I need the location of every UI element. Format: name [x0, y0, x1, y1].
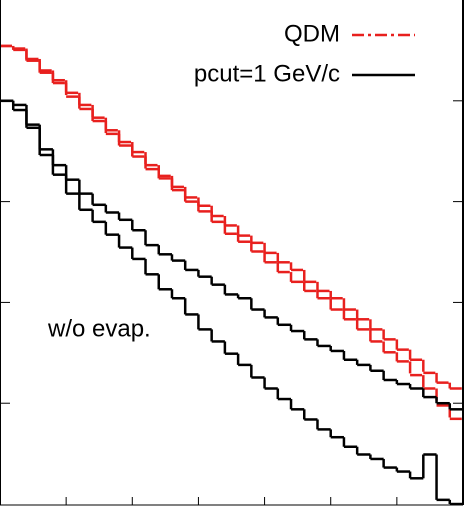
- annotation: w/o evap.: [47, 315, 151, 342]
- legend-label: QDM: [284, 20, 340, 47]
- legend-label: pcut=1 GeV/c: [194, 60, 340, 87]
